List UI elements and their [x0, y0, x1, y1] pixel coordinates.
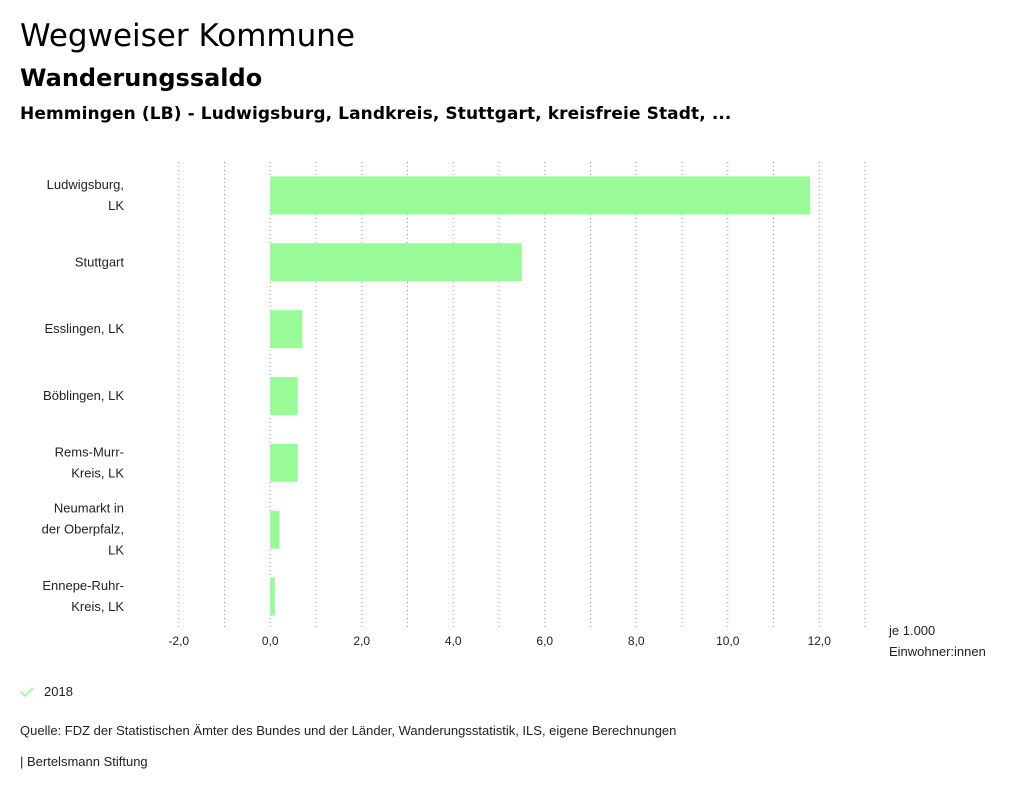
bar[interactable]: [270, 510, 280, 549]
region-selection[interactable]: Hemmingen (LB) - Ludwigsburg, Landkreis,…: [20, 104, 732, 124]
unit-label-text: je 1.000 Einwohner:innen: [888, 623, 986, 659]
category-label: Ludwigsburg, LK: [47, 177, 125, 213]
bars: [270, 176, 811, 616]
unit-label: je 1.000 Einwohner:innen: [888, 623, 986, 659]
category-label: Rems-Murr-Kreis, LK: [55, 444, 125, 480]
category-label: Neumarkt in der Oberpfalz, LK: [42, 501, 125, 558]
credit-note: | Bertelsmann Stiftung: [20, 754, 148, 769]
bar[interactable]: [270, 577, 275, 616]
bar[interactable]: [270, 310, 303, 349]
bar[interactable]: [270, 377, 298, 415]
category-label: Ennepe-Ruhr-Kreis, LK: [42, 578, 124, 614]
source-note: Quelle: FDZ der Statistischen Ämter des …: [20, 723, 677, 738]
tick-label: 2,0: [353, 634, 370, 648]
category-labels: Ludwigsburg, LK Stuttgart Esslingen, LK Böbl…: [42, 177, 125, 614]
bar[interactable]: [270, 176, 811, 215]
legend-label: 2018: [44, 684, 73, 699]
checkmark-icon: [20, 686, 34, 697]
tick-labels: -2,0 0,0 2,0 4,0 6,0 8,0 10,0 12,0: [168, 634, 831, 648]
tick-label: 10,0: [716, 634, 740, 648]
category-label: Stuttgart: [75, 254, 125, 269]
page-title: Wegweiser Kommune: [20, 18, 355, 54]
bar-chart: Ludwigsburg, LK Stuttgart Esslingen, LK Böbl…: [42, 162, 986, 659]
category-label: Esslingen, LK: [45, 321, 125, 336]
bar[interactable]: [270, 443, 298, 482]
tick-label: 8,0: [628, 634, 645, 648]
legend[interactable]: 2018: [20, 684, 73, 699]
tick-label: 4,0: [445, 634, 462, 648]
tick-label: -2,0: [168, 634, 189, 648]
tick-label: 0,0: [262, 634, 279, 648]
tick-label: 6,0: [536, 634, 553, 648]
chart-subtitle: Wanderungssaldo: [20, 64, 263, 92]
bar[interactable]: [270, 243, 522, 282]
category-label: Böblingen, LK: [43, 388, 124, 403]
tick-label: 12,0: [808, 634, 832, 648]
